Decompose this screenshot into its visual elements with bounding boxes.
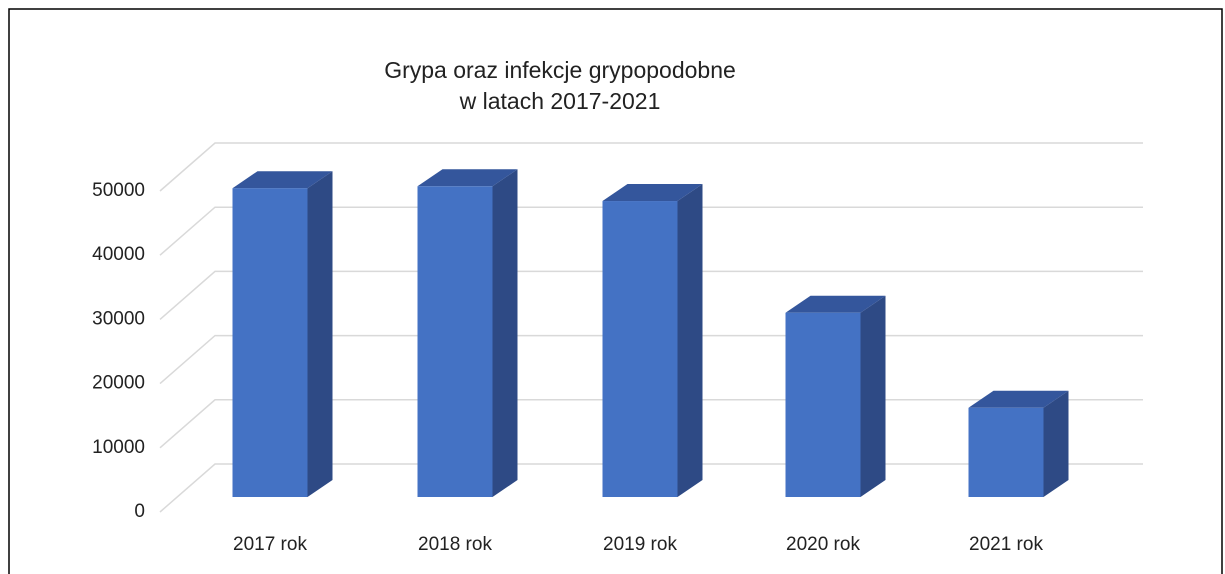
bar-top [602,184,703,202]
chart-subtitle: w latach 2017-2021 [459,88,661,114]
bar-side [492,169,518,497]
bar [602,201,678,497]
x-tick-label: 2018 rok [418,534,492,555]
bar-side [677,184,703,497]
bar-side [860,295,886,497]
grid-line [159,142,1143,192]
y-tick-label: 0 [134,501,145,522]
x-tick-label: 2020 rok [786,534,860,555]
bar [417,186,493,497]
y-tick-label: 40000 [92,244,145,265]
bar [232,188,308,497]
y-tick-label: 50000 [92,180,145,201]
x-tick-label: 2017 rok [233,534,307,555]
bar-top [417,169,518,187]
bar [968,407,1044,497]
bar-top [785,295,886,313]
chart-title: Grypa oraz infekcje grypopodobne [384,57,736,83]
y-tick-label: 30000 [92,308,145,329]
grid-line [159,270,1143,320]
bar [785,312,861,497]
bar-side [307,171,333,497]
bar-top [968,390,1069,408]
x-tick-label: 2021 rok [969,534,1043,555]
grid-line [159,206,1143,256]
y-tick-label: 10000 [92,437,145,458]
bar-side [1043,390,1069,497]
x-tick-label: 2019 rok [603,534,677,555]
y-tick-label: 20000 [92,373,145,394]
bar-top [232,171,333,189]
